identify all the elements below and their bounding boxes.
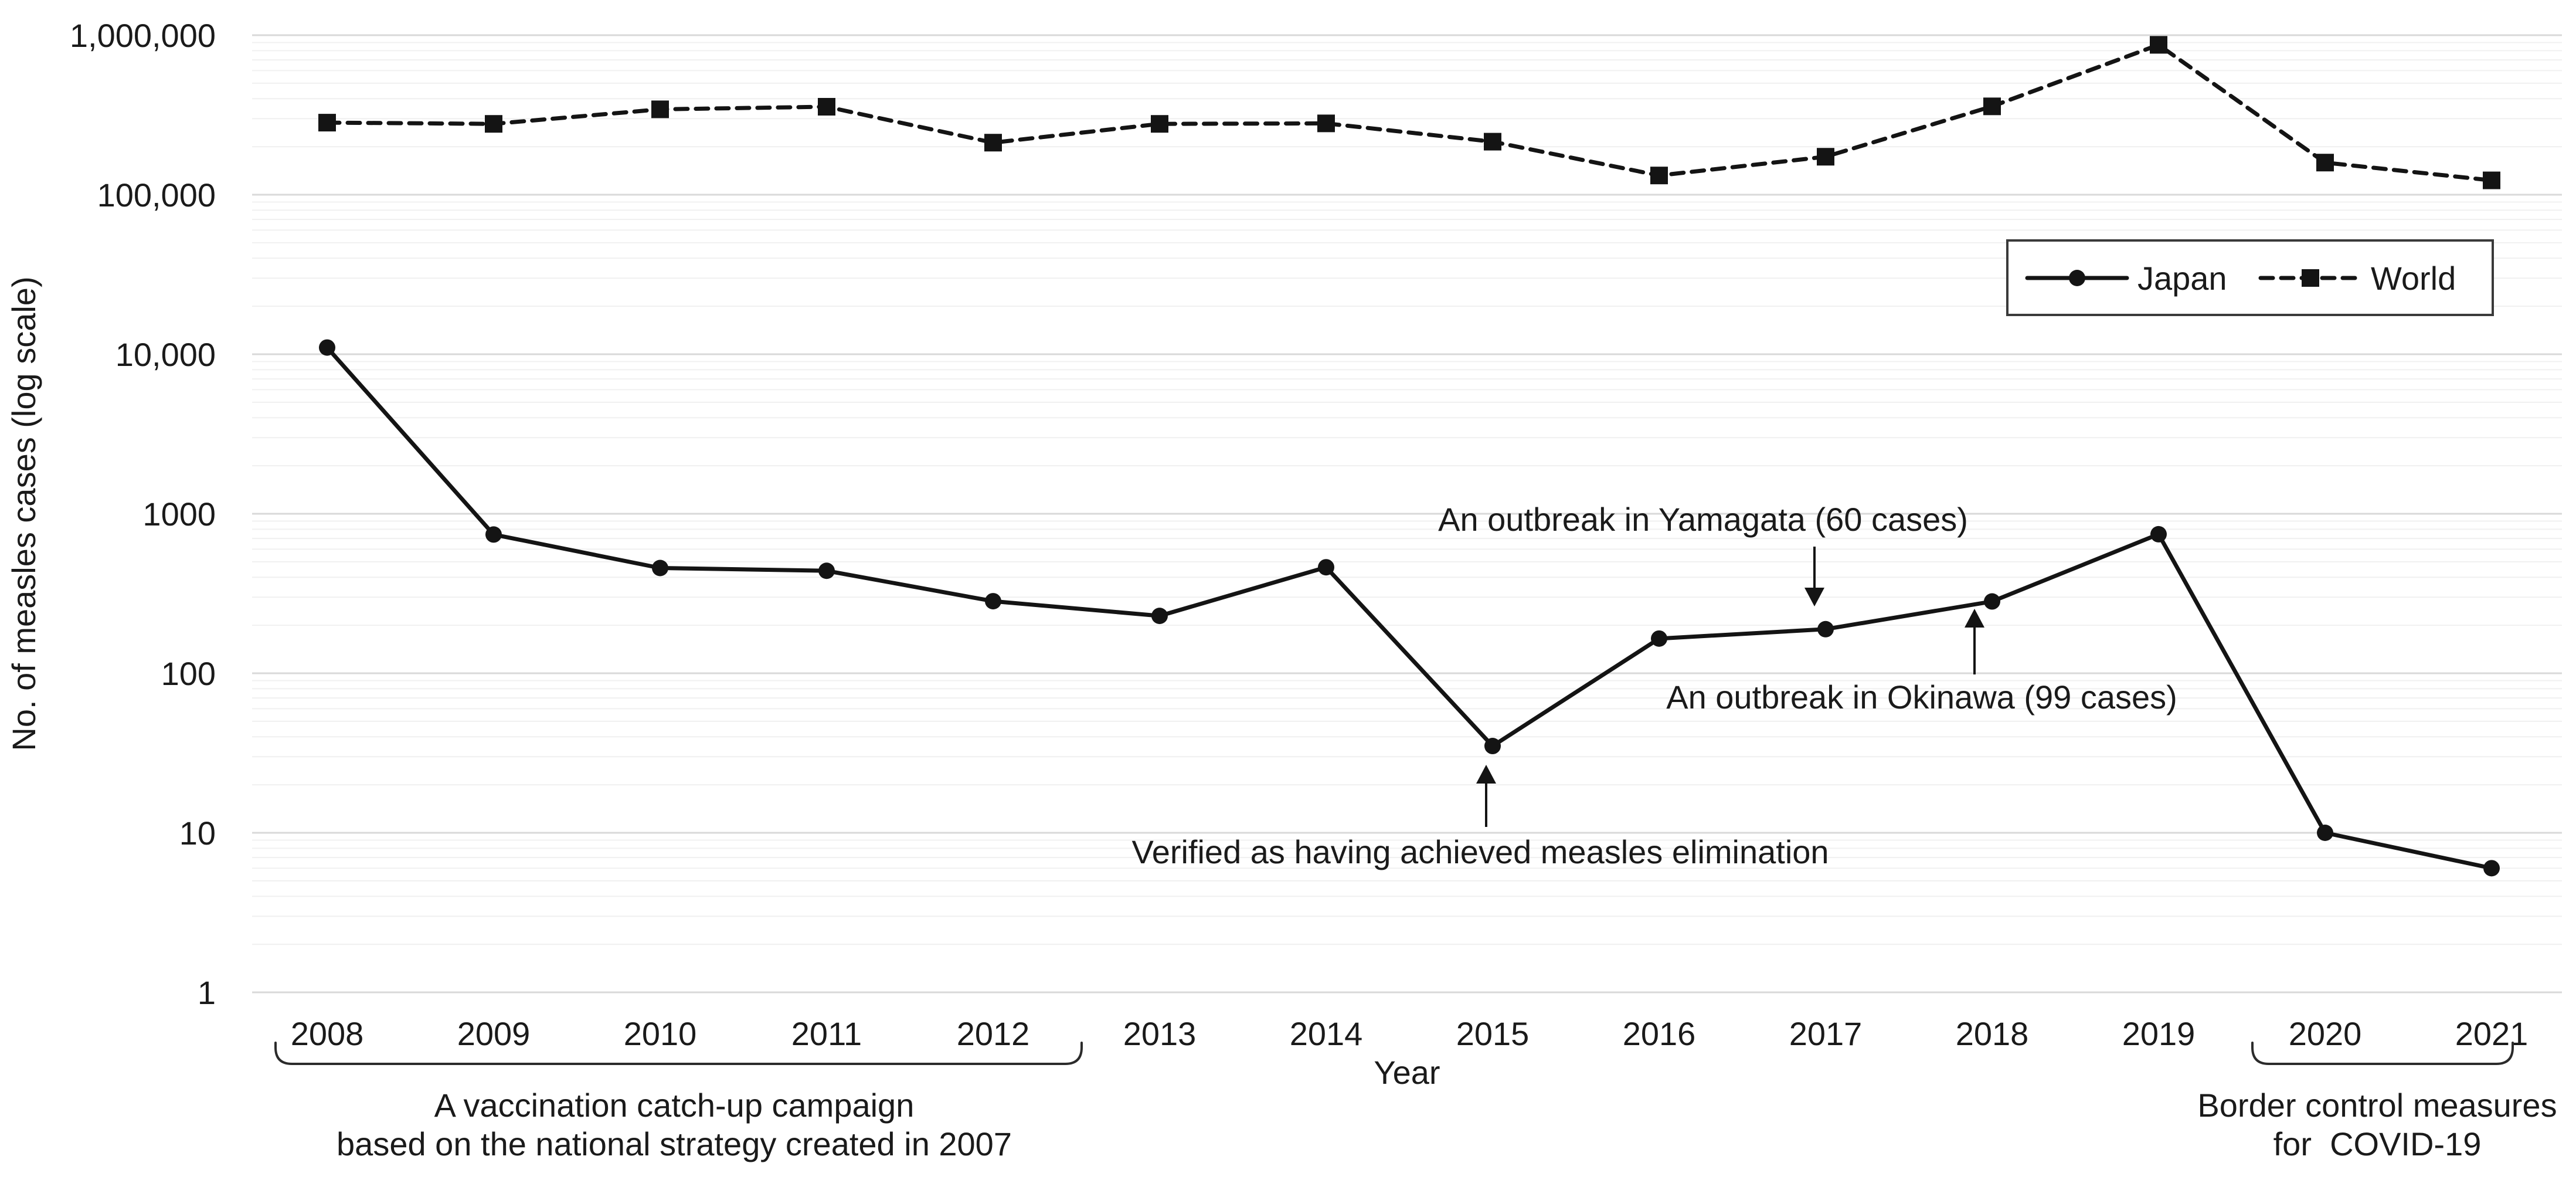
- x-axis-title: Year: [1374, 1054, 1440, 1091]
- world-data-point: [1983, 97, 2001, 116]
- arrow-down-icon: [1804, 588, 1824, 606]
- y-tick-label: 10: [179, 815, 216, 852]
- japan-data-point: [2150, 525, 2167, 542]
- x-tick-label: 2016: [1623, 1015, 1696, 1052]
- y-tick-label: 1000: [142, 496, 216, 533]
- japan-data-point: [2317, 825, 2333, 841]
- annotation-okinawa-text: An outbreak in Okinawa (99 cases): [1666, 679, 2177, 716]
- japan-data-point: [485, 526, 502, 543]
- world-data-point: [2316, 154, 2334, 172]
- japan-data-point: [1984, 593, 2000, 610]
- legend-japan-label: Japan: [2137, 260, 2227, 297]
- x-tick-label: 2015: [1456, 1015, 1530, 1052]
- bracket-border-control: Border control measures for COVID-19: [2197, 1042, 2557, 1162]
- x-tick-label: 2013: [1123, 1015, 1197, 1052]
- japan-data-point: [1817, 620, 1834, 638]
- y-tick-label: 1,000,000: [70, 17, 216, 54]
- world-data-point: [1317, 114, 1335, 133]
- x-tick-label: 2010: [624, 1015, 697, 1052]
- x-tick-label: 2018: [1956, 1015, 2029, 1052]
- gridlines: [252, 34, 2562, 993]
- bracket-right-label-line1: Border control measures: [2197, 1087, 2557, 1124]
- x-tick-label: 2017: [1789, 1015, 1863, 1052]
- y-axis-tick-labels: 1 10 100 1000 10,000 100,000 1,000,000: [70, 17, 216, 1011]
- japan-data-point: [985, 593, 1001, 610]
- bracket-left-label-line1: A vaccination catch-up campaign: [434, 1087, 915, 1124]
- bracket-right-label-line2: for COVID-19: [2273, 1125, 2482, 1162]
- x-tick-label: 2021: [2455, 1015, 2529, 1052]
- y-tick-label: 100,000: [97, 177, 216, 213]
- x-tick-label: 2011: [791, 1015, 862, 1052]
- japan-data-point: [1651, 630, 1667, 647]
- legend: Japan World: [2006, 239, 2494, 316]
- world-data-point: [651, 100, 669, 118]
- bracket-left-label-line2: based on the national strategy created i…: [337, 1125, 1012, 1162]
- legend-world-marker-icon: [2302, 269, 2319, 287]
- x-tick-label: 2020: [2289, 1015, 2362, 1052]
- annotation-yamagata-text: An outbreak in Yamagata (60 cases): [1438, 501, 1968, 538]
- japan-data-point: [818, 562, 835, 579]
- japan-data-point: [1484, 738, 1501, 755]
- annotation-elimination: Verified as having achieved measles elim…: [1131, 765, 1829, 870]
- x-tick-label: 2009: [457, 1015, 531, 1052]
- legend-japan-marker-icon: [2069, 270, 2085, 286]
- bracket-vaccination-campaign: A vaccination catch-up campaign based on…: [274, 1042, 1083, 1162]
- japan-data-point: [1318, 559, 1334, 576]
- world-data-point: [818, 98, 835, 116]
- japan-data-point: [319, 339, 335, 356]
- world-data-point: [1650, 167, 1668, 185]
- world-series: [318, 36, 2500, 189]
- y-tick-label: 100: [161, 655, 216, 692]
- world-data-point: [1484, 133, 1501, 151]
- x-tick-label: 2014: [1290, 1015, 1363, 1052]
- arrow-up-icon: [1476, 765, 1496, 784]
- bracket-right-shape: [2251, 1042, 2514, 1065]
- x-tick-label: 2019: [2122, 1015, 2196, 1052]
- annotation-yamagata: An outbreak in Yamagata (60 cases): [1438, 501, 1968, 606]
- arrow-up-icon: [1965, 609, 1984, 628]
- world-data-point: [1151, 115, 1168, 133]
- x-tick-label: 2012: [957, 1015, 1030, 1052]
- x-axis-tick-labels: 2008 2009 2010 2011 2012 2013 2014 2015 2016 2017…: [291, 1015, 2529, 1052]
- bracket-left-shape: [274, 1042, 1083, 1065]
- legend-world-label: World: [2371, 260, 2456, 297]
- japan-data-point: [2483, 860, 2500, 877]
- y-axis-title: No. of measles cases (log scale): [5, 276, 42, 751]
- world-data-point: [318, 114, 336, 132]
- x-tick-label: 2008: [291, 1015, 364, 1052]
- world-data-point: [984, 134, 1002, 152]
- world-data-point: [2483, 171, 2500, 189]
- annotation-elimination-text: Verified as having achieved measles elim…: [1131, 833, 1829, 870]
- japan-data-point: [1151, 608, 1168, 625]
- annotation-okinawa: An outbreak in Okinawa (99 cases): [1666, 609, 2177, 716]
- y-tick-label: 1: [198, 974, 216, 1011]
- world-data-point: [2150, 36, 2167, 54]
- japan-series: [319, 339, 2500, 877]
- y-tick-label: 10,000: [115, 336, 216, 373]
- world-data-point: [485, 115, 502, 133]
- japan-data-point: [652, 560, 668, 577]
- world-data-point: [1817, 148, 1834, 166]
